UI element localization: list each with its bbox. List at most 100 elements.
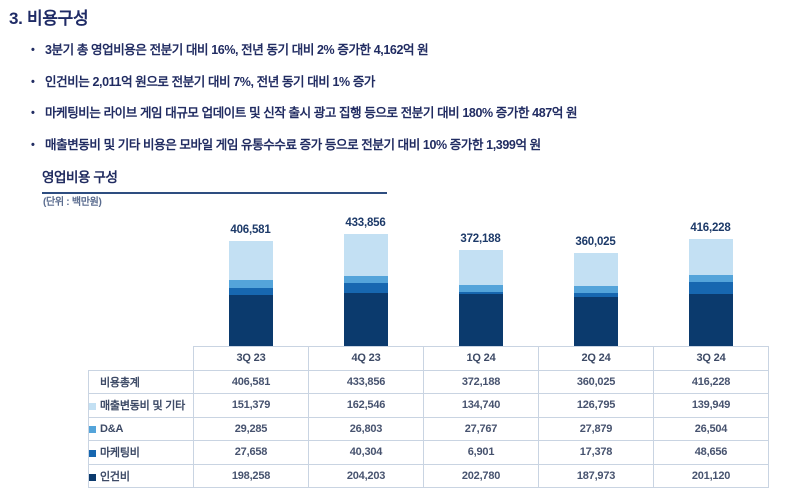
value-cell: 27,879 xyxy=(538,416,654,441)
bar-segment-매출변동비-및-기타 xyxy=(228,241,273,281)
row-label-cell: 인건비 xyxy=(88,463,194,488)
value-cell: 26,504 xyxy=(653,416,769,441)
chart-column-1q-24: 372,188 xyxy=(423,210,538,346)
table-column-header: 2Q 24 xyxy=(538,346,654,371)
table-column-header: 3Q 24 xyxy=(653,346,769,371)
bar-segment-인건비 xyxy=(343,293,388,346)
value-cell: 416,228 xyxy=(653,369,769,394)
table-row: 인건비 198,258 204,203 202,780 187,973 201,120 xyxy=(88,463,769,488)
chart-column-2q-24: 360,025 xyxy=(538,210,653,346)
value-cell: 372,188 xyxy=(423,369,539,394)
value-cell: 202,780 xyxy=(423,463,539,488)
operating-expense-stacked-bar-chart: 406,581 433,856 372,188 360,025 416,228 xyxy=(193,210,768,346)
bar-segment-마케팅비 xyxy=(228,287,273,295)
value-cell: 27,658 xyxy=(193,440,309,465)
bar-stack xyxy=(228,241,273,346)
legend-swatch-icon xyxy=(89,403,96,411)
bar-segment-마케팅비 xyxy=(458,291,503,294)
table-column-header: 4Q 23 xyxy=(308,346,424,371)
chart-column-3q-23: 406,581 xyxy=(193,210,308,346)
value-cell: 201,120 xyxy=(653,463,769,488)
chart-column-4q-23: 433,856 xyxy=(308,210,423,346)
bar-segment-D&A xyxy=(228,280,273,288)
legend-swatch-icon xyxy=(89,425,96,433)
bullet-dot-icon: • xyxy=(31,44,35,56)
bullet-item-3: • 마케팅비는 라이브 게임 대규모 업데이트 및 신작 출시 광고 집행 등으로… xyxy=(31,106,781,121)
value-cell: 29,285 xyxy=(193,416,309,441)
value-cell: 187,973 xyxy=(538,463,654,488)
value-cell: 27,767 xyxy=(423,416,539,441)
table-row: D&A 29,285 26,803 27,767 27,879 26,504 xyxy=(88,416,769,441)
bullet-text: 인건비는 2,011억 원으로 전분기 대비 7%, 전년 동기 대비 1% 증… xyxy=(45,74,376,89)
bar-total-label: 360,025 xyxy=(575,236,616,249)
row-label-cell: D&A xyxy=(88,416,194,441)
legend-swatch-icon xyxy=(89,450,96,458)
value-cell: 134,740 xyxy=(423,393,539,418)
bar-total-label: 406,581 xyxy=(230,224,271,237)
row-label-cell: 매출변동비 및 기타 xyxy=(88,393,194,418)
value-cell: 433,856 xyxy=(308,369,424,394)
chart-section-title: 영업비용 구성 xyxy=(42,166,387,194)
chart-unit-note: (단위 : 백만원) xyxy=(43,197,102,208)
chart-column-3q-24: 416,228 xyxy=(653,210,768,346)
bar-segment-인건비 xyxy=(573,297,618,346)
bullet-dot-icon: • xyxy=(31,75,35,88)
value-cell: 48,656 xyxy=(653,440,769,465)
value-cell: 126,795 xyxy=(538,393,654,418)
table-row: 매출변동비 및 기타 151,379 162,546 134,740 126,795 13… xyxy=(88,393,769,418)
bar-stack xyxy=(343,234,388,346)
bar-segment-마케팅비 xyxy=(688,281,733,295)
bar-segment-마케팅비 xyxy=(573,293,618,298)
value-cell: 6,901 xyxy=(423,440,539,465)
value-cell: 151,379 xyxy=(193,393,309,418)
value-cell: 40,304 xyxy=(308,440,424,465)
bar-stack xyxy=(573,253,618,346)
table-column-header: 3Q 23 xyxy=(193,346,309,371)
bullet-dot-icon: • xyxy=(31,138,35,151)
bar-segment-D&A xyxy=(458,284,503,292)
bar-total-label: 372,188 xyxy=(460,232,501,245)
table-header-row: 3Q 23 4Q 23 1Q 24 2Q 24 3Q 24 xyxy=(89,346,769,371)
bar-segment-인건비 xyxy=(688,294,733,346)
bar-segment-인건비 xyxy=(458,293,503,346)
bullet-text: 마케팅비는 라이브 게임 대규모 업데이트 및 신작 출시 광고 집행 등으로 … xyxy=(45,106,578,120)
bullet-text: 3분기 총 영업비용은 전분기 대비 16%, 전년 동기 대비 2% 증가한 … xyxy=(45,43,429,57)
bar-segment-매출변동비-및-기타 xyxy=(343,234,388,276)
cost-breakdown-table: 3Q 23 4Q 23 1Q 24 2Q 24 3Q 24 비용총계 406,581 433… xyxy=(88,346,769,488)
bullet-item-1: • 3분기 총 영업비용은 전분기 대비 16%, 전년 동기 대비 2% 증가한… xyxy=(31,43,781,58)
value-cell: 360,025 xyxy=(538,369,654,394)
value-cell: 406,581 xyxy=(193,369,309,394)
bullet-item-4: • 매출변동비 및 기타 비용은 모바일 게임 유통수수료 증가 등으로 전분기 … xyxy=(31,138,781,153)
value-cell: 162,546 xyxy=(308,393,424,418)
bullet-text: 매출변동비 및 기타 비용은 모바일 게임 유통수수료 증가 등으로 전분기 대… xyxy=(45,137,541,152)
legend-swatch-icon xyxy=(89,473,96,481)
bar-segment-매출변동비-및-기타 xyxy=(573,253,618,286)
table-row: 마케팅비 27,658 40,304 6,901 17,378 48,656 xyxy=(88,440,769,465)
value-cell: 198,258 xyxy=(193,463,309,488)
table-row: 비용총계 406,581 433,856 372,188 360,025 416,228 xyxy=(88,369,769,394)
page-title: 3. 비용구성 xyxy=(9,9,89,28)
bar-total-label: 433,856 xyxy=(345,217,386,230)
table-corner-cell xyxy=(89,347,194,371)
bar-stack xyxy=(458,249,503,346)
value-cell: 139,949 xyxy=(653,393,769,418)
legend-swatch-spacer xyxy=(89,380,96,387)
bar-segment-인건비 xyxy=(228,294,273,346)
bar-segment-D&A xyxy=(573,285,618,293)
value-cell: 17,378 xyxy=(538,440,654,465)
bar-segment-마케팅비 xyxy=(343,282,388,294)
bar-total-label: 416,228 xyxy=(690,221,731,234)
bar-segment-매출변동비-및-기타 xyxy=(458,249,503,285)
bar-segment-매출변동비-및-기타 xyxy=(688,238,733,275)
bullet-item-2: • 인건비는 2,011억 원으로 전분기 대비 7%, 전년 동기 대비 1% … xyxy=(31,75,781,90)
table-body: 비용총계 406,581 433,856 372,188 360,025 416,228 매… xyxy=(88,369,769,488)
bar-stack xyxy=(688,238,733,346)
row-label-cell: 마케팅비 xyxy=(88,440,194,465)
value-cell: 204,203 xyxy=(308,463,424,488)
table-column-header: 1Q 24 xyxy=(423,346,539,371)
value-cell: 26,803 xyxy=(308,416,424,441)
summary-bullet-list: • 3분기 총 영업비용은 전분기 대비 16%, 전년 동기 대비 2% 증가한… xyxy=(31,43,781,169)
bar-segment-D&A xyxy=(343,276,388,283)
bullet-dot-icon: • xyxy=(31,107,35,119)
bar-segment-D&A xyxy=(688,274,733,282)
